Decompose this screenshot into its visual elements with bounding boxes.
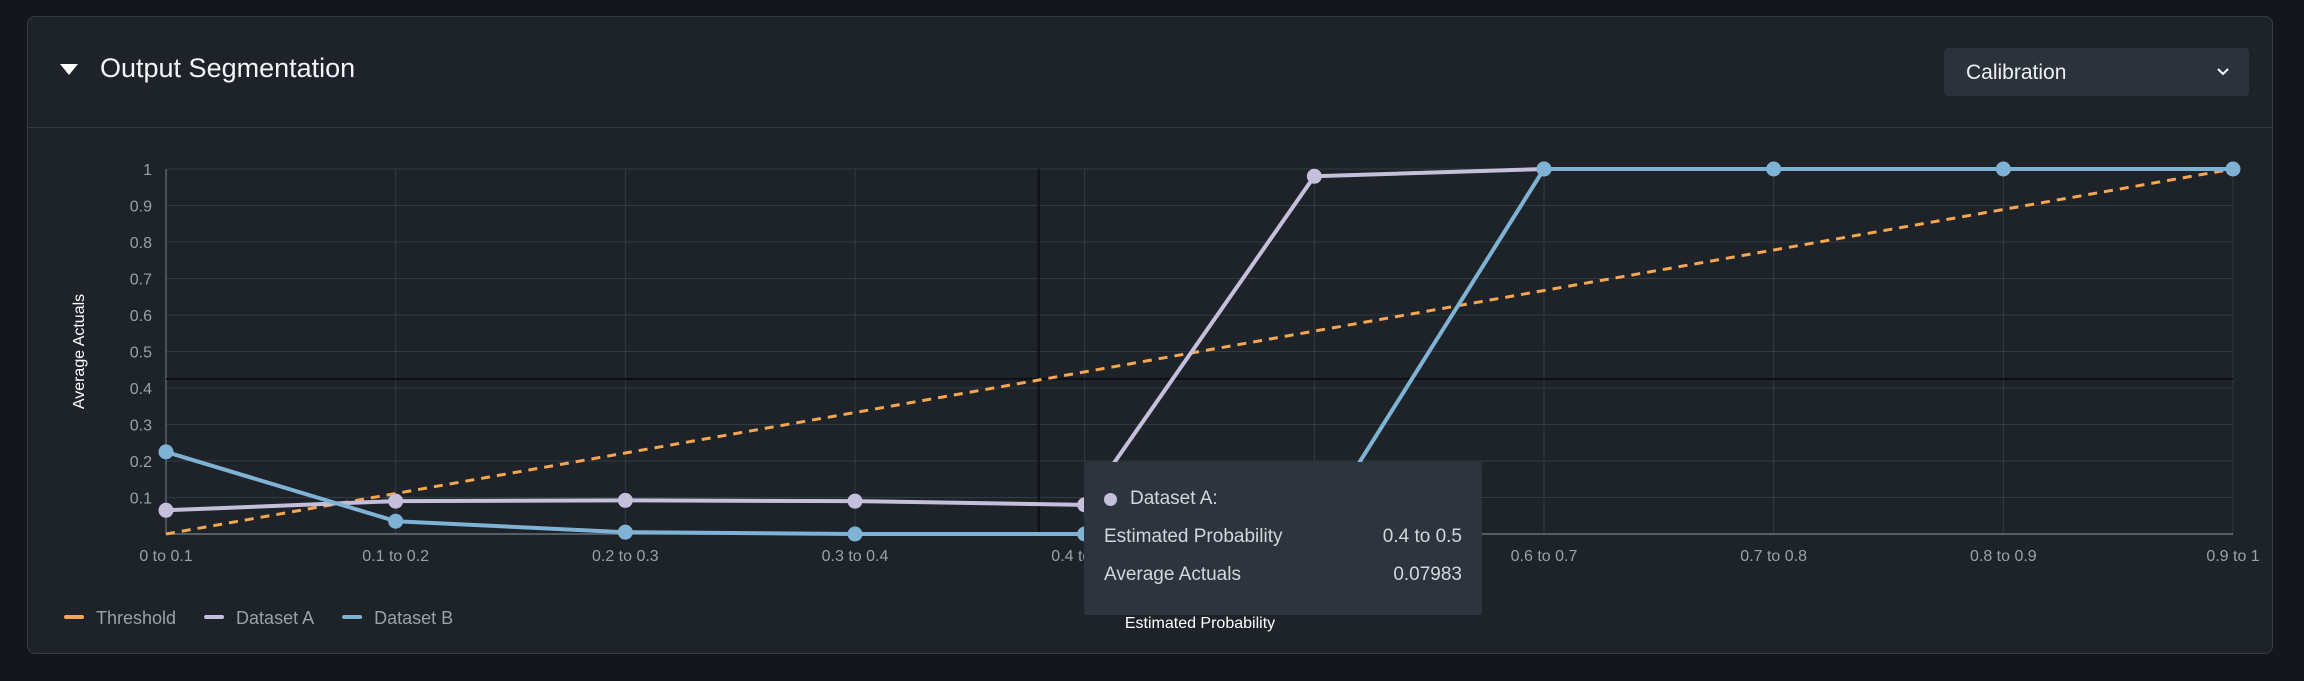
chevron-down-icon — [2217, 68, 2229, 76]
y-tick-label: 0.3 — [130, 418, 152, 435]
data-point-dataset-b — [1995, 161, 2011, 177]
data-point-dataset-a — [1306, 168, 1322, 184]
y-tick-label: 0.1 — [130, 491, 152, 508]
panel-title: Output Segmentation — [100, 53, 356, 83]
chart-type-dropdown[interactable]: Calibration — [1944, 48, 2249, 96]
data-point-dataset-b — [2225, 161, 2241, 177]
dataset-a-marker-icon — [1104, 493, 1117, 506]
panel-header: Output Segmentation Calibration — [28, 17, 2272, 128]
x-tick-label: 0.8 to 0.9 — [1970, 548, 2037, 565]
y-tick-label: 0.6 — [130, 308, 152, 325]
collapse-caret-icon[interactable] — [60, 64, 78, 75]
tooltip-x-label: Estimated Probability — [1104, 526, 1283, 547]
tooltip-x-value: 0.4 to 0.5 — [1382, 526, 1462, 547]
x-tick-label: 0.9 to 1 — [2206, 548, 2259, 565]
x-tick-label: 0.3 to 0.4 — [822, 548, 889, 565]
tooltip-y-label: Average Actuals — [1104, 564, 1241, 585]
y-tick-label: 0.8 — [130, 235, 152, 252]
data-point-dataset-b — [617, 524, 633, 540]
data-point-dataset-b — [847, 526, 863, 542]
data-point-dataset-b — [1766, 161, 1782, 177]
data-point-dataset-b — [388, 513, 404, 529]
legend-label-dataset-a[interactable]: Dataset A — [236, 608, 314, 628]
data-point-dataset-a — [158, 502, 174, 518]
y-axis-title: Average Actuals — [71, 294, 88, 409]
data-point-dataset-a — [388, 493, 404, 509]
chart-tooltip: Dataset A: Estimated Probability 0.4 to … — [1084, 462, 1482, 615]
x-tick-label: 0 to 0.1 — [139, 548, 192, 565]
tooltip-x-row: Estimated Probability 0.4 to 0.5 — [1104, 526, 1462, 548]
data-point-dataset-a — [847, 493, 863, 509]
legend-label-threshold[interactable]: Threshold — [96, 608, 176, 628]
x-tick-label: 0.6 to 0.7 — [1511, 548, 1578, 565]
y-tick-label: 0.9 — [130, 199, 152, 216]
y-tick-label: 0.7 — [130, 272, 152, 289]
tooltip-series: Dataset A: — [1130, 488, 1218, 509]
data-point-dataset-b — [1536, 161, 1552, 177]
legend-label-dataset-b[interactable]: Dataset B — [374, 608, 453, 628]
data-point-dataset-a — [617, 492, 633, 508]
data-point-dataset-b — [158, 444, 174, 460]
y-tick-label: 0.5 — [130, 345, 152, 362]
y-tick-label: 0.2 — [130, 454, 152, 471]
y-tick-label: 0.4 — [130, 381, 152, 398]
series-line-threshold — [165, 167, 2234, 536]
x-tick-label: 0.1 to 0.2 — [362, 548, 429, 565]
x-axis-title: Estimated Probability — [1125, 615, 1275, 632]
y-tick-label: 1 — [143, 162, 152, 179]
x-tick-label: 0.2 to 0.3 — [592, 548, 659, 565]
tooltip-y-value: 0.07983 — [1393, 564, 1462, 585]
tooltip-y-row: Average Actuals 0.07983 — [1104, 564, 1462, 586]
x-tick-label: 0.7 to 0.8 — [1740, 548, 1807, 565]
dropdown-value: Calibration — [1966, 61, 2067, 84]
